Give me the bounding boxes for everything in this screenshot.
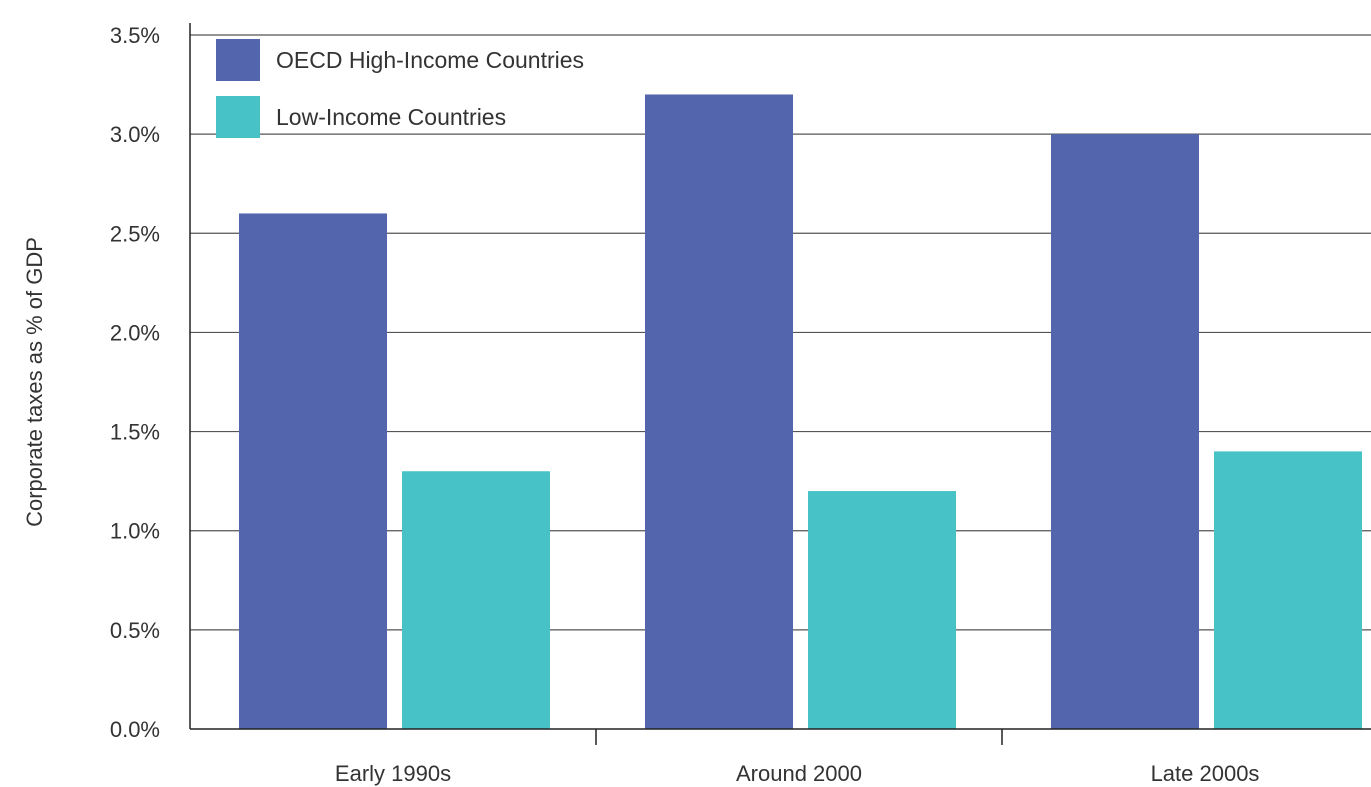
- y-tick-label: 0.0%: [110, 717, 160, 742]
- y-tick-label: 1.0%: [110, 519, 160, 544]
- legend-swatch-oecd: [216, 39, 260, 81]
- y-tick-labels: 0.0% 0.5% 1.0% 1.5% 2.0% 2.5% 3.0% 3.5%: [110, 23, 160, 742]
- y-axis-title: Corporate taxes as % of GDP: [22, 237, 47, 527]
- bar-low-income-0: [402, 471, 550, 729]
- axes: [189, 23, 1371, 745]
- y-tick-label: 3.0%: [110, 122, 160, 147]
- bar-oecd-2: [1051, 134, 1199, 730]
- y-tick-label: 1.5%: [110, 420, 160, 445]
- y-tick-label: 2.0%: [110, 320, 160, 345]
- bar-low-income-1: [808, 491, 956, 729]
- x-tick-label: Around 2000: [736, 761, 862, 786]
- bar-oecd-1: [645, 94, 793, 729]
- bar-low-income-2: [1214, 451, 1362, 729]
- legend-label-low-income: Low-Income Countries: [276, 104, 506, 130]
- y-tick-label: 3.5%: [110, 23, 160, 48]
- legend: OECD High-Income Countries Low-Income Cou…: [216, 39, 584, 138]
- bar-oecd-0: [239, 213, 387, 729]
- bars: [239, 94, 1362, 730]
- x-tick-labels: Early 1990s Around 2000 Late 2000s: [335, 761, 1260, 786]
- legend-swatch-low-income: [216, 96, 260, 138]
- x-tick-label: Early 1990s: [335, 761, 451, 786]
- y-tick-label: 2.5%: [110, 221, 160, 246]
- y-tick-label: 0.5%: [110, 618, 160, 643]
- x-tick-label: Late 2000s: [1151, 761, 1260, 786]
- legend-label-oecd: OECD High-Income Countries: [276, 47, 584, 73]
